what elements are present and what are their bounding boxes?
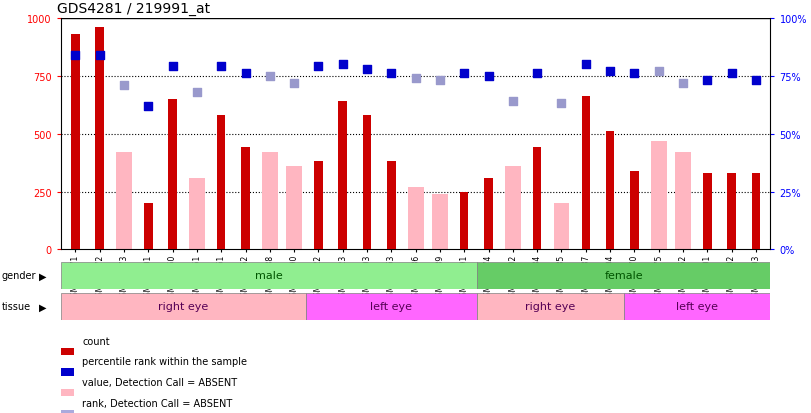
- Bar: [606, 132, 614, 250]
- Point: [361, 66, 374, 73]
- Point: [118, 82, 131, 89]
- Bar: [581, 97, 590, 250]
- Bar: [432, 195, 448, 250]
- Bar: [241, 148, 250, 250]
- Bar: [61, 389, 74, 396]
- Text: count: count: [82, 336, 109, 346]
- Text: male: male: [255, 271, 283, 281]
- Bar: [624, 293, 770, 320]
- Point: [482, 73, 495, 80]
- Text: right eye: right eye: [525, 301, 575, 312]
- Bar: [533, 148, 542, 250]
- Bar: [169, 100, 177, 250]
- Point: [555, 101, 568, 107]
- Bar: [460, 192, 469, 250]
- Bar: [484, 178, 493, 250]
- Bar: [703, 173, 711, 250]
- Bar: [363, 116, 371, 250]
- Bar: [144, 204, 152, 250]
- Point: [603, 69, 616, 75]
- Bar: [306, 293, 477, 320]
- Text: left eye: left eye: [676, 301, 718, 312]
- Point: [166, 64, 179, 71]
- Point: [288, 80, 301, 87]
- Bar: [477, 293, 624, 320]
- Point: [337, 62, 350, 68]
- Point: [579, 62, 592, 68]
- Bar: [61, 262, 477, 289]
- Text: percentile rank within the sample: percentile rank within the sample: [82, 356, 247, 366]
- Point: [385, 71, 398, 77]
- Point: [312, 64, 325, 71]
- Text: ▶: ▶: [39, 301, 46, 312]
- Bar: [650, 141, 667, 250]
- Text: value, Detection Call = ABSENT: value, Detection Call = ABSENT: [82, 377, 238, 387]
- Bar: [71, 35, 79, 250]
- Text: gender: gender: [2, 271, 36, 281]
- Bar: [675, 153, 691, 250]
- Text: ▶: ▶: [39, 271, 46, 281]
- Bar: [630, 171, 638, 250]
- Point: [93, 52, 106, 59]
- Point: [628, 71, 641, 77]
- Point: [264, 73, 277, 80]
- Bar: [61, 348, 74, 355]
- Bar: [314, 162, 323, 250]
- Text: female: female: [604, 271, 643, 281]
- Text: GDS4281 / 219991_at: GDS4281 / 219991_at: [58, 2, 210, 16]
- Text: left eye: left eye: [370, 301, 412, 312]
- Point: [433, 78, 446, 84]
- Bar: [727, 173, 736, 250]
- Bar: [96, 28, 104, 250]
- Point: [215, 64, 228, 71]
- Point: [530, 71, 543, 77]
- Bar: [61, 410, 74, 413]
- Bar: [505, 166, 521, 250]
- Point: [457, 71, 470, 77]
- Bar: [477, 262, 770, 289]
- Bar: [217, 116, 225, 250]
- Point: [142, 103, 155, 110]
- Point: [749, 78, 762, 84]
- Bar: [338, 102, 347, 250]
- Point: [725, 71, 738, 77]
- Point: [652, 69, 665, 75]
- Text: right eye: right eye: [158, 301, 208, 312]
- Point: [239, 71, 252, 77]
- Bar: [286, 166, 302, 250]
- Point: [676, 80, 689, 87]
- Point: [409, 76, 422, 82]
- Bar: [116, 153, 132, 250]
- Bar: [61, 293, 306, 320]
- Bar: [408, 188, 423, 250]
- Point: [701, 78, 714, 84]
- Bar: [61, 368, 74, 376]
- Bar: [387, 162, 396, 250]
- Bar: [752, 173, 760, 250]
- Point: [191, 89, 204, 96]
- Point: [506, 99, 519, 105]
- Bar: [189, 178, 205, 250]
- Text: tissue: tissue: [2, 301, 31, 312]
- Text: rank, Detection Call = ABSENT: rank, Detection Call = ABSENT: [82, 398, 233, 408]
- Point: [69, 52, 82, 59]
- Bar: [262, 153, 277, 250]
- Bar: [554, 204, 569, 250]
